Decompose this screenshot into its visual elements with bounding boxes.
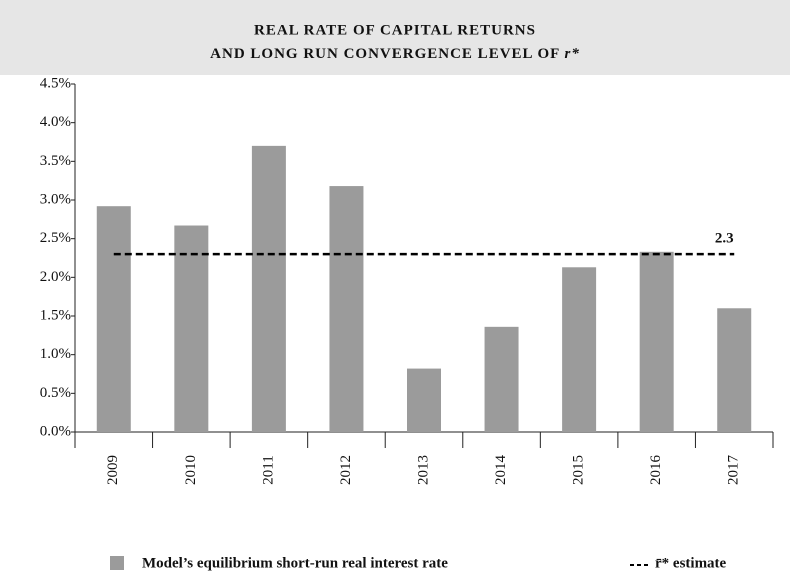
y-tick-label: 1.0%: [40, 346, 71, 362]
bar: [174, 225, 209, 432]
y-tick-label: 0.5%: [40, 385, 71, 401]
y-tick-label: 3.5%: [40, 153, 71, 169]
x-tick-label: 2009: [105, 455, 121, 485]
x-tick-label: 2015: [571, 455, 587, 485]
bar: [717, 308, 752, 432]
x-tick-label: 2016: [648, 455, 664, 486]
legend-label: Model’s equilibrium short-run real inter…: [142, 555, 448, 571]
y-tick-label: 2.0%: [40, 269, 71, 285]
y-tick-label: 4.5%: [40, 75, 71, 91]
x-tick-label: 2017: [726, 455, 742, 486]
bar: [639, 251, 674, 432]
x-tick-label: 2011: [260, 455, 276, 484]
x-tick-label: 2010: [183, 455, 199, 485]
chart-title: REAL RATE OF CAPITAL RETURNS: [254, 22, 536, 38]
y-tick-label: 1.5%: [40, 307, 71, 323]
bar: [329, 186, 364, 432]
bar: [96, 206, 131, 432]
y-tick-label: 3.0%: [40, 191, 71, 207]
title-part: AND LONG RUN CONVERGENCE LEVEL OF: [210, 46, 560, 62]
legend-label: r̄* estimate: [655, 555, 727, 571]
legend-swatch: [110, 556, 124, 570]
y-tick-label: 4.0%: [40, 114, 71, 130]
title-band: [0, 0, 790, 75]
bar: [251, 145, 286, 432]
reference-label: 2.3: [715, 231, 734, 247]
x-tick-label: 2013: [415, 455, 431, 485]
x-tick-label: 2014: [493, 455, 509, 486]
x-tick-label: 2012: [338, 455, 354, 485]
chart-title: AND LONG RUN CONVERGENCE LEVEL OF r*: [210, 46, 580, 62]
y-tick-label: 0.0%: [40, 423, 71, 439]
bar: [484, 326, 519, 432]
y-tick-label: 2.5%: [40, 230, 71, 246]
bar: [407, 368, 441, 432]
bar: [562, 267, 597, 432]
title-part: r*: [564, 46, 579, 62]
